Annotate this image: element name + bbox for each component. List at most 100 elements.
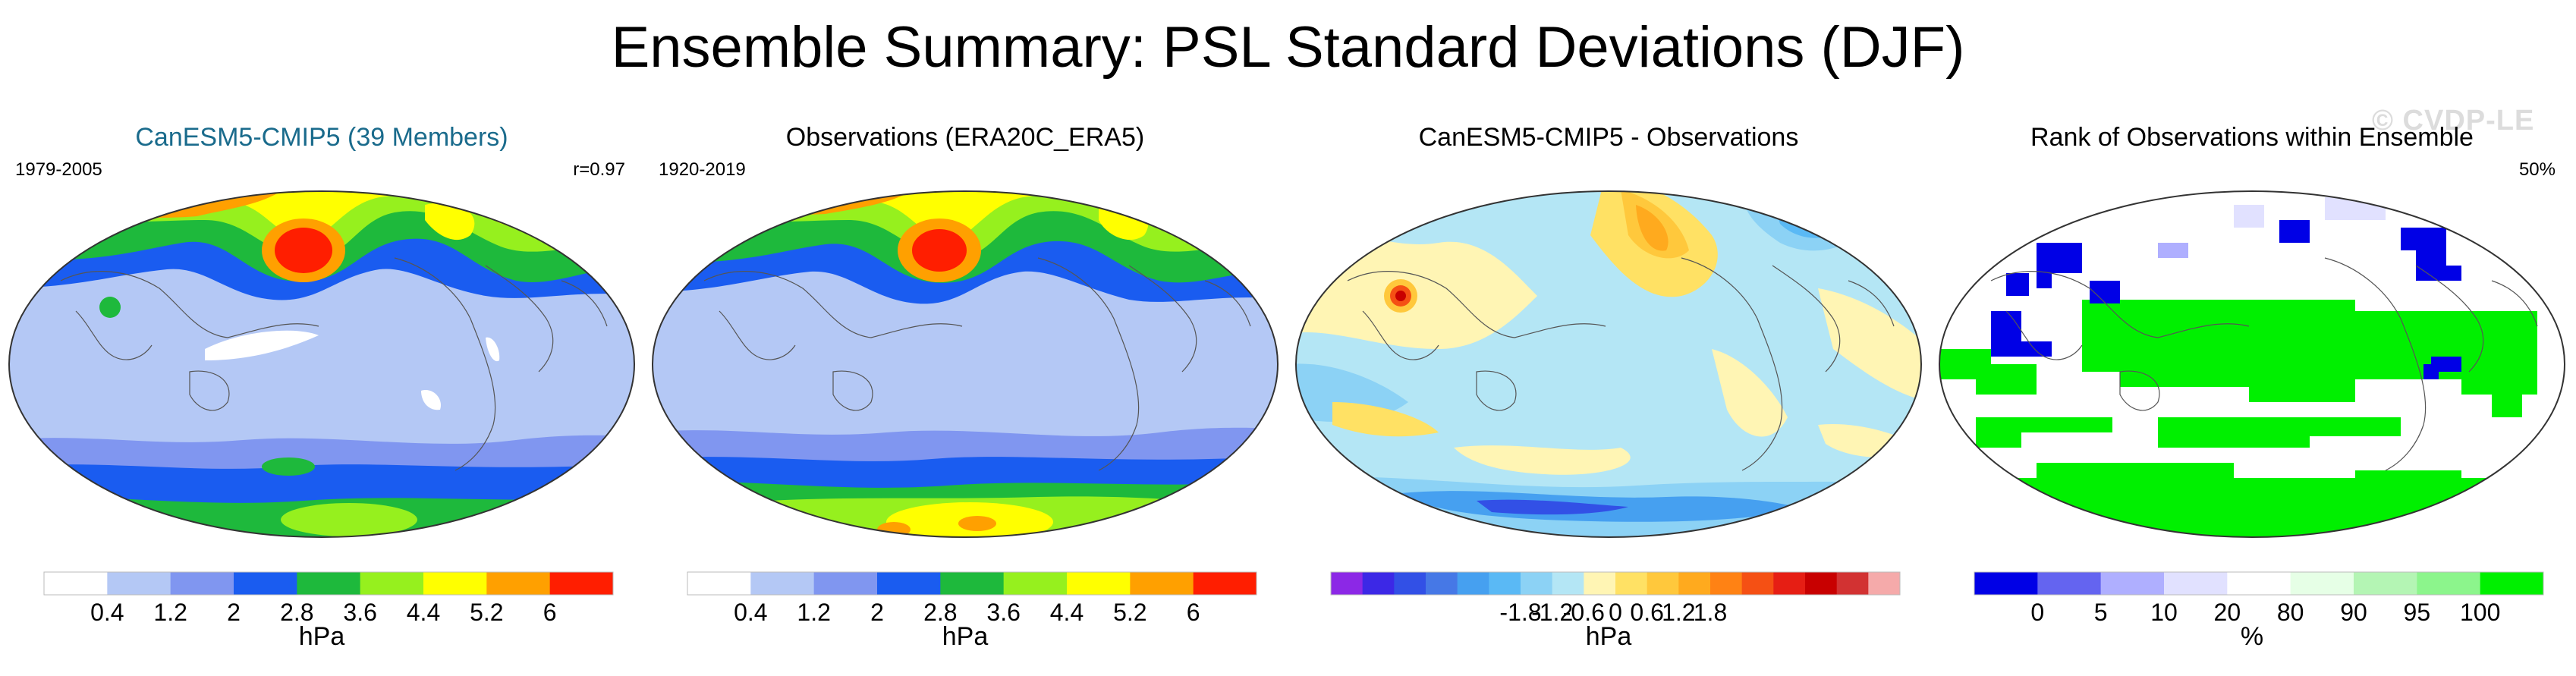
colorbar-swatch (1489, 572, 1521, 595)
colorbar-swatch (2480, 572, 2544, 595)
colorbar-frame (1974, 571, 2544, 596)
colorbar-tick-label: 6 (1187, 599, 1200, 626)
observations-psl-map (652, 190, 1279, 538)
colorbar-tick-label: -1.2 (1531, 599, 1573, 626)
colorbar-swatch (2227, 572, 2291, 595)
colorbar-swatch (1193, 572, 1257, 595)
colorbar-units-label: hPa (299, 622, 345, 651)
colorbar-swatch (2100, 572, 2165, 595)
watermark: © CVDP-LE (2372, 105, 2535, 137)
colorbar: -1.8-1.2-0.6 0 0.61.21.8 hPa (1330, 571, 1901, 651)
colorbar-swatch (1647, 572, 1679, 595)
coastlines (1347, 257, 1895, 471)
colorbar-swatch (1584, 572, 1616, 595)
panel-ensemble-mean: CanESM5-CMIP5 (39 Members) 1979-2005 r=0… (0, 114, 643, 675)
colorbar-swatch (1067, 572, 1131, 595)
coastlines (1990, 257, 2538, 471)
colorbar-swatch (1331, 572, 1363, 595)
colorbar-swatch (2164, 572, 2228, 595)
colorbar: 0.4 1.2 2 2.8 3.6 4.4 5.2 6 hPa (43, 571, 614, 651)
colorbar-swatch (1003, 572, 1068, 595)
pattern-correlation: r=0.97 (573, 159, 625, 180)
colorbar-tick-label: 2.8 (923, 599, 957, 626)
difference-psl-map (1295, 190, 1922, 538)
panel-title: CanESM5-CMIP5 (39 Members) (135, 123, 508, 152)
colorbar-tick-label: 2 (870, 599, 884, 626)
colorbar-swatch (1362, 572, 1395, 595)
colorbar-frame (687, 571, 1257, 596)
colorbar-units-label: hPa (942, 622, 989, 651)
colorbar-frame (1330, 571, 1901, 596)
colorbar-swatch (1521, 572, 1553, 595)
colorbar-swatch (297, 572, 361, 595)
period-label: 1979-2005 (15, 159, 102, 180)
colorbar-swatch (1457, 572, 1489, 595)
colorbar-swatch (234, 572, 297, 595)
colorbar-frame (43, 571, 614, 596)
colorbar-tick-label: 0.4 (90, 599, 124, 626)
colorbar-swatch (813, 572, 878, 595)
period-label: 1920-2019 (659, 159, 746, 180)
colorbar-tick-label: 20 (2214, 599, 2241, 626)
colorbar-tick-label: 1.8 (1694, 599, 1727, 626)
colorbar-swatch (2037, 572, 2102, 595)
colorbar-tick-label: 0 (1609, 599, 1622, 626)
colorbar-tick-label: 4.4 (1050, 599, 1084, 626)
colorbar-swatch (877, 572, 941, 595)
colorbar-tick-label: 1.2 (153, 599, 187, 626)
colorbar-tick-label: 1.2 (797, 599, 830, 626)
colorbar-swatch (1868, 572, 1901, 595)
colorbar-tick-label: 5.2 (470, 599, 503, 626)
colorbar-tick-label: 2.8 (280, 599, 313, 626)
colorbar-swatch (1678, 572, 1711, 595)
colorbar-swatch (549, 572, 614, 595)
colorbar-swatch (1773, 572, 1806, 595)
colorbar-tick-label: 100 (2460, 599, 2500, 626)
colorbar-swatch (687, 572, 751, 595)
rank-percent-label: 50% (2518, 159, 2556, 180)
colorbar-swatch (1552, 572, 1584, 595)
colorbar-swatch (1741, 572, 1774, 595)
colorbar-swatch (940, 572, 1005, 595)
colorbar-swatch (1805, 572, 1838, 595)
colorbar-tick-label: 1.2 (1662, 599, 1695, 626)
colorbar-swatch (107, 572, 171, 595)
colorbar-swatch (44, 572, 108, 595)
ensemble-psl-map (8, 190, 635, 538)
colorbar: 0.4 1.2 2 2.8 3.6 4.4 5.2 6 hPa (687, 571, 1257, 651)
panel-observations: Observations (ERA20C_ERA5) 1920-2019 (643, 114, 1287, 675)
colorbar-swatch (170, 572, 234, 595)
colorbar-swatch (486, 572, 551, 595)
panel-difference: CanESM5-CMIP5 - Observations (1287, 114, 1930, 675)
panel-title: Observations (ERA20C_ERA5) (785, 123, 1145, 152)
colorbar-tick-label: 3.6 (986, 599, 1020, 626)
figure-title: Ensemble Summary: PSL Standard Deviation… (611, 15, 1965, 80)
colorbar: 0 5 10 20 80 90 95 100 % (1974, 571, 2544, 651)
colorbar-swatch (1394, 572, 1426, 595)
colorbar-swatch (423, 572, 487, 595)
coastlines (703, 257, 1251, 471)
panel-title: CanESM5-CMIP5 - Observations (1418, 123, 1799, 152)
colorbar-swatch (1426, 572, 1458, 595)
coastlines (60, 257, 608, 471)
colorbar-tick-label: 95 (2404, 599, 2431, 626)
colorbar-tick-label: 0 (2030, 599, 2044, 626)
colorbar-tick-label: 3.6 (343, 599, 376, 626)
colorbar-swatch (750, 572, 815, 595)
panel-rank: Rank of Observations within Ensemble 50% (1930, 114, 2574, 675)
colorbar-tick-label: 10 (2150, 599, 2178, 626)
colorbar-swatch (1710, 572, 1743, 595)
colorbar-tick-label: -0.6 (1563, 599, 1605, 626)
colorbar-tick-label: 5.2 (1113, 599, 1146, 626)
colorbar-swatch (1974, 572, 2038, 595)
colorbar-swatch (1836, 572, 1869, 595)
colorbar-tick-label: 2 (227, 599, 241, 626)
colorbar-swatch (360, 572, 424, 595)
colorbar-swatch (1615, 572, 1648, 595)
colorbar-tick-label: 80 (2277, 599, 2304, 626)
colorbar-tick-label: 0.4 (734, 599, 767, 626)
colorbar-swatch (1130, 572, 1194, 595)
colorbar-units-label: % (2241, 622, 2263, 651)
panel-title: Rank of Observations within Ensemble (2030, 123, 2474, 152)
colorbar-swatch (2354, 572, 2417, 595)
